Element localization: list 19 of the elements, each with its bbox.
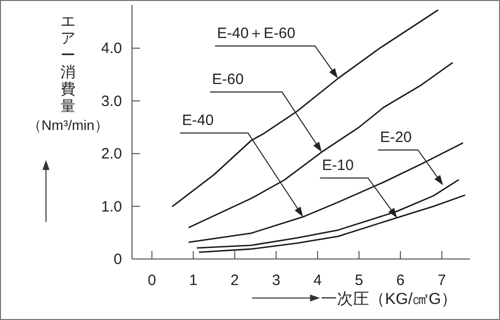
x-axis-title: 一次圧（KG/㎠G） (321, 291, 458, 308)
x-tick-label: 4 (313, 272, 322, 289)
annotation: E-20 (380, 129, 412, 146)
annotation: E-40 (182, 112, 214, 129)
x-tick-label: 0 (148, 272, 156, 289)
x-tick-label: 5 (354, 272, 364, 289)
x-tick-label: 3 (272, 272, 280, 289)
annotation: E-60 (212, 71, 244, 88)
x-tick-label: 2 (230, 272, 239, 289)
y-tick-label: 0 (114, 251, 122, 268)
y-tick-label: 1.0 (101, 198, 122, 216)
x-tick-label: 1 (189, 272, 198, 289)
x-tick-label: 6 (396, 272, 405, 289)
y-tick-label: 3.0 (101, 92, 122, 110)
x-tick-label: 7 (438, 272, 446, 289)
annotation: E-10 (322, 157, 354, 174)
annotation: E-40＋E-60 (217, 25, 296, 42)
y-tick-label: 4.0 (101, 40, 122, 58)
y-tick-label: 2.0 (101, 146, 122, 163)
